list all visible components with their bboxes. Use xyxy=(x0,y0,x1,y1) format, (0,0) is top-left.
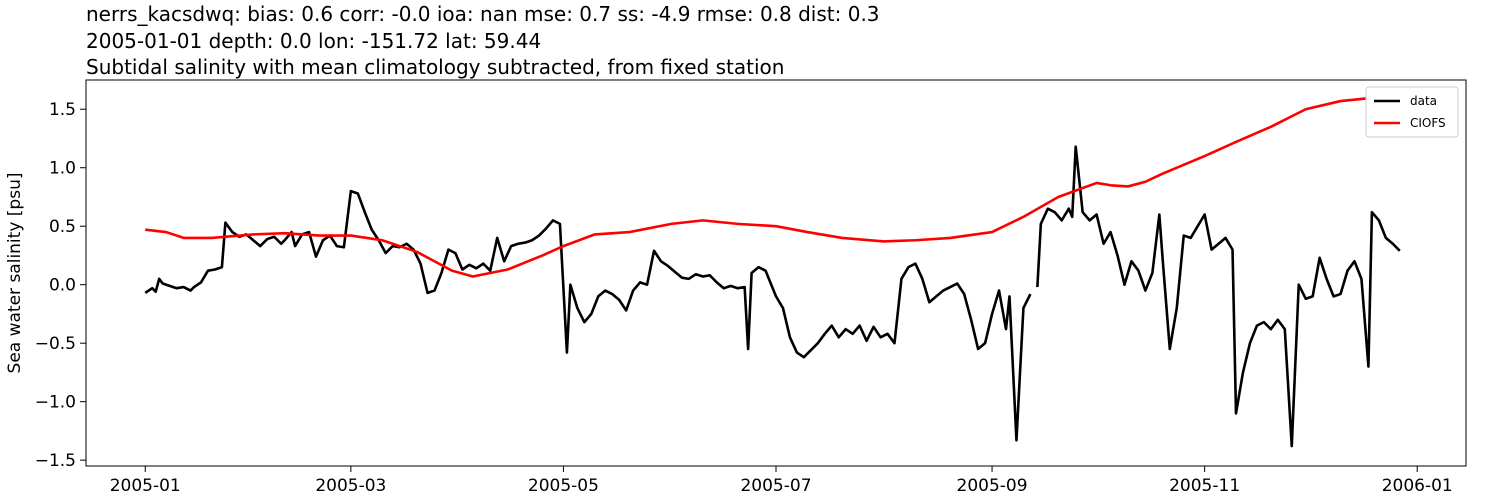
series-line-data-0 xyxy=(144,189,1032,442)
legend: data CIOFS xyxy=(1365,86,1459,138)
y-tick-label-3: 0.0 xyxy=(49,276,76,296)
legend-box xyxy=(1365,86,1459,138)
x-tick-label-4: 2005-09 xyxy=(957,476,1028,496)
series-layer xyxy=(144,96,1414,448)
y-tick-label-2: −0.5 xyxy=(35,334,76,354)
chart-title-line-3: Subtidal salinity with mean climatology … xyxy=(86,55,785,79)
x-tick-label-0: 2005-01 xyxy=(110,476,181,496)
x-tick-label-2: 2005-05 xyxy=(528,476,599,496)
y-tick-label-6: 1.5 xyxy=(49,100,76,120)
chart-title-line-1: nerrs_kacsdwq: bias: 0.6 corr: -0.0 ioa:… xyxy=(86,2,880,26)
y-tick-label-4: 0.5 xyxy=(49,217,76,237)
axes-layer: 2005-01 2005-03 2005-05 2005-07 2005-09 2005-… xyxy=(35,100,1453,496)
y-tick-label-1: −1.0 xyxy=(35,393,76,413)
legend-label-data: data xyxy=(1410,94,1437,108)
y-axis-label: Sea water salinity [psu] xyxy=(5,173,25,374)
y-tick-label-5: 1.0 xyxy=(49,159,76,179)
y-tick-label-0: −1.5 xyxy=(35,451,76,471)
x-tick-label-1: 2005-03 xyxy=(315,476,386,496)
chart-title-line-2: 2005-01-01 depth: 0.0 lon: -151.72 lat: … xyxy=(86,29,542,53)
series-line-data-1 xyxy=(1036,145,1401,448)
legend-label-ciofs: CIOFS xyxy=(1410,116,1446,130)
x-tick-label-6: 2006-01 xyxy=(1382,476,1453,496)
x-tick-label-5: 2005-11 xyxy=(1169,476,1240,496)
series-line-ciofs-0 xyxy=(145,96,1414,278)
x-tick-label-3: 2005-07 xyxy=(740,476,811,496)
plot-frame xyxy=(85,79,1467,467)
